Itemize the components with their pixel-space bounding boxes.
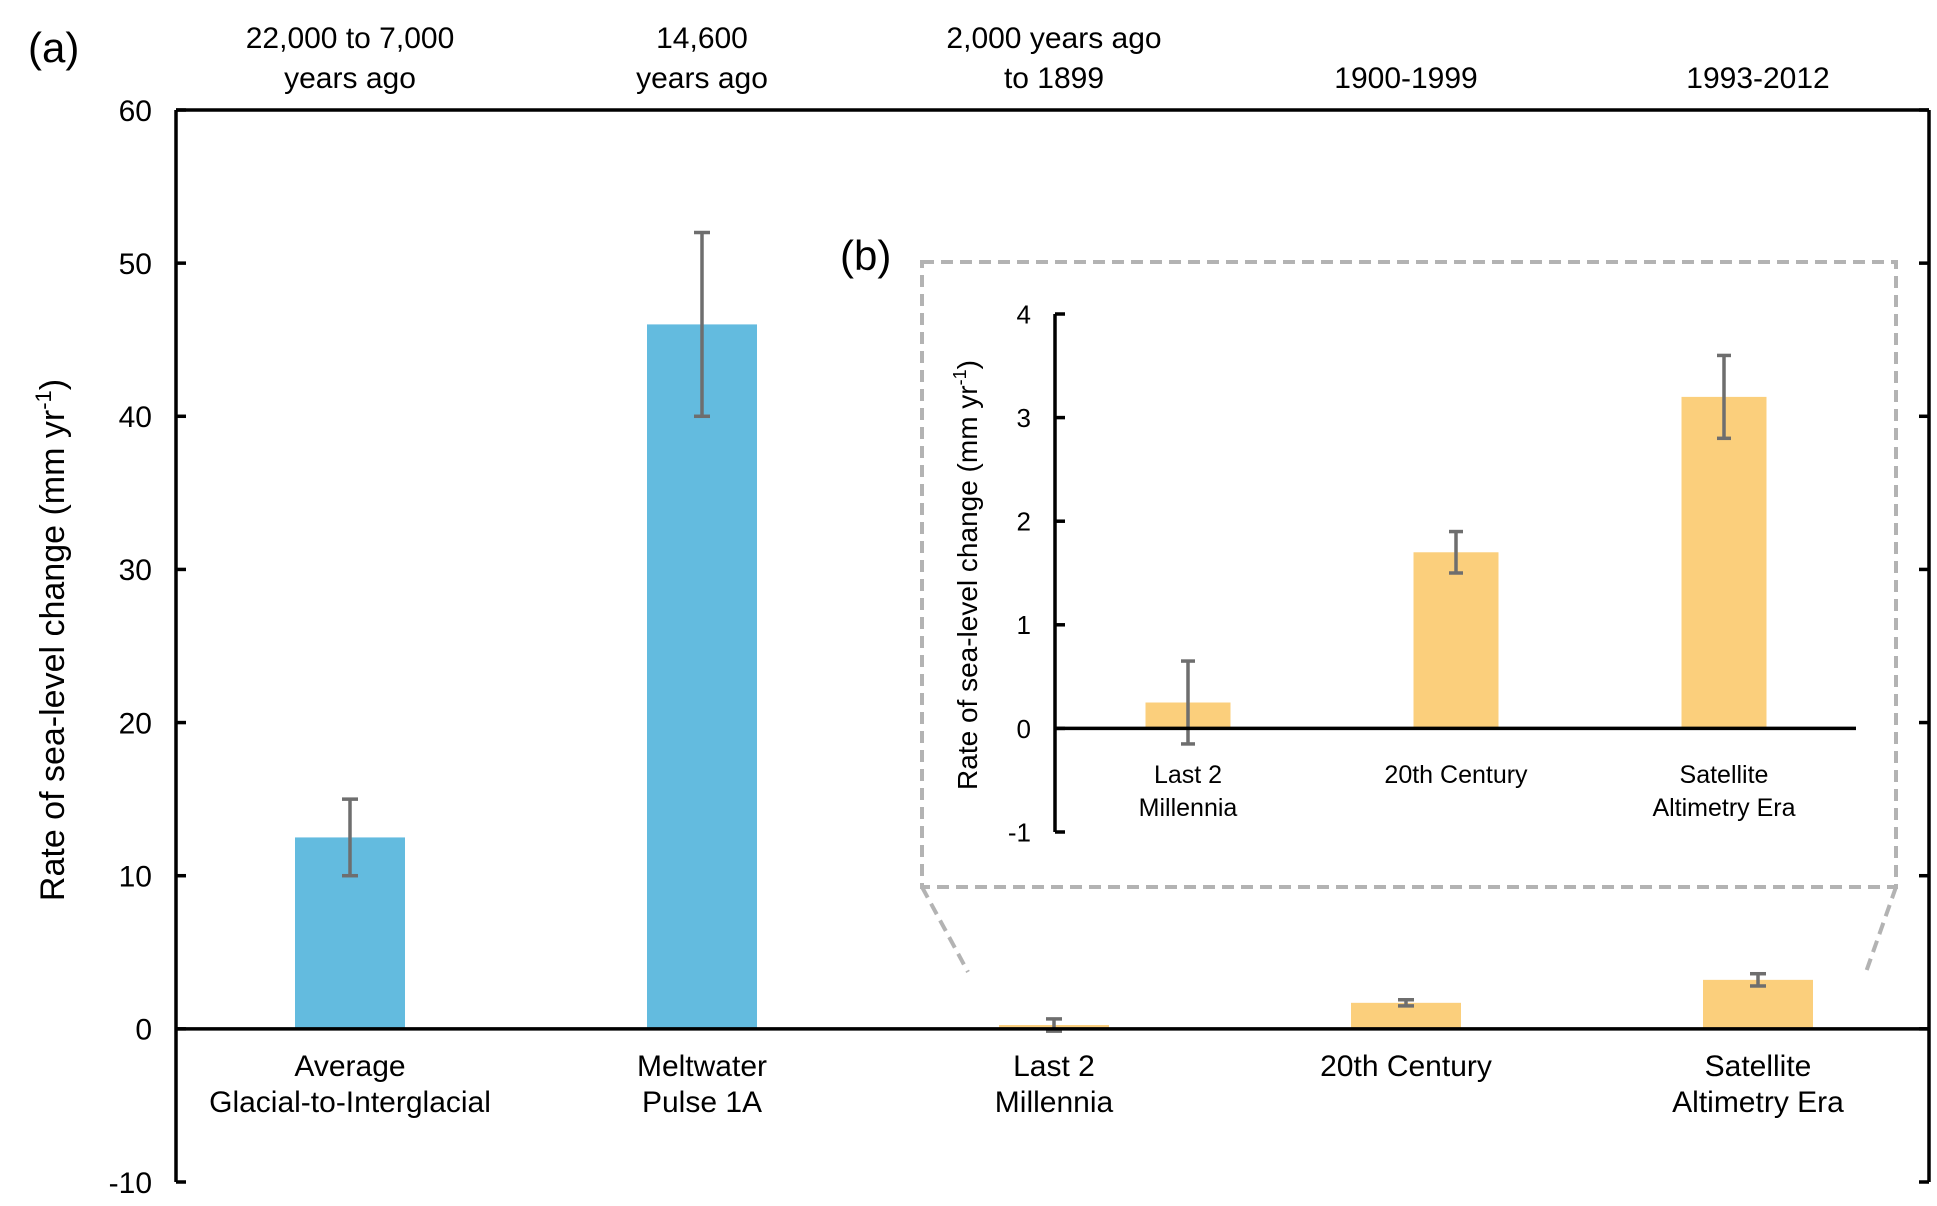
inset-dashed-border [920, 260, 1898, 889]
panel-b-category-label: Satellite Altimetry Era [1652, 761, 1795, 822]
panel-b-category-label-line: Millennia [1139, 794, 1238, 822]
panel-a-category-label: Satellite Altimetry Era [1672, 1050, 1844, 1119]
panel-a-period-label-line: to 1899 [1004, 62, 1104, 95]
panel-a-y-tick-label: 20 [119, 707, 152, 740]
panel-a-bar [647, 324, 757, 1029]
panel-a-category-label-line: Meltwater [637, 1050, 767, 1083]
inset-frame [920, 260, 1898, 973]
panel-a-category-label: 20th Century [1320, 1050, 1492, 1083]
panel-a-y-tick-label: 40 [119, 401, 152, 434]
panel-a-category-label-line: Altimetry Era [1672, 1086, 1844, 1119]
panel-a-y-tick-label: 60 [119, 95, 152, 128]
panel-a-period-label: 1993-2012 [1686, 62, 1829, 95]
panel-b-y-axis-label-superscript: -1 [950, 369, 970, 385]
panel-a-category-label: Average Glacial-to-Interglacial [209, 1050, 491, 1119]
panel-b-y-axis-label: Rate of sea-level change (mm yr-1) [950, 360, 983, 790]
panel-a-period-label-line: 1900-1999 [1334, 62, 1477, 95]
panel-a-period-label-line: 2,000 years ago [946, 22, 1161, 55]
panel-b-y-tick-label: 1 [1017, 610, 1031, 640]
panel-a-period-label-line: years ago [636, 62, 768, 95]
inset-connector-right [1864, 886, 1898, 973]
panel-b-y-tick-label: 4 [1017, 299, 1031, 329]
panel-b-category-label-line: Altimetry Era [1652, 794, 1795, 822]
panel-a-period-label-line: 14,600 [656, 22, 748, 55]
panel-b-y-axis-label-close: ) [952, 360, 983, 369]
panel-a-bars [295, 324, 1813, 1029]
panel-b-y-ticks: -1 0 1 2 3 4 [1008, 299, 1065, 847]
panel-b-y-axis-label-main: Rate of sea-level change (mm yr [952, 385, 983, 790]
panel-a-bar [1703, 979, 1813, 1029]
panel-a-category-label: Last 2 Millennia [995, 1050, 1114, 1119]
panel-a-category-label-line: Pulse 1A [642, 1086, 762, 1119]
panel-b-category-label: 20th Century [1384, 761, 1528, 789]
panel-a-y-axis-label-superscript: -1 [31, 390, 56, 410]
panel-a-period-label: 1900-1999 [1334, 62, 1477, 95]
panel-a-category-label-line: 20th Century [1320, 1050, 1492, 1083]
panel-a-period-label-line: 1993-2012 [1686, 62, 1829, 95]
panel-a-y-tick-label: 30 [119, 554, 152, 587]
panel-a-y-axis-label-main: Rate of sea-level change (mm yr [34, 410, 72, 901]
panel-a-error-bars [342, 230, 1766, 1033]
panel-a-category-labels: Average Glacial-to-Interglacial Meltwater P… [209, 1050, 1844, 1119]
panel-a-period-label: 14,600 years ago [636, 22, 768, 95]
panel-a-y-axis-label-close: ) [34, 379, 72, 390]
panel-b-error-bars [1181, 353, 1731, 746]
panel-a-category-label-line: Average [294, 1050, 405, 1083]
inset-connector-left [920, 886, 970, 973]
panel-a-y-tick-label: 50 [119, 248, 152, 281]
panel-b-y-tick-label: 3 [1017, 403, 1031, 433]
panel-b-category-labels: Last 2 Millennia 20th Century Satellite Alti… [1139, 761, 1796, 822]
panel-b-label: (b) [840, 232, 891, 279]
panel-a-y-axis-label: Rate of sea-level change (mm yr-1) [31, 379, 72, 901]
panel-a-y-tick-label: 0 [135, 1014, 152, 1047]
panel-b-bar [1413, 552, 1499, 729]
panel-a-period-label: 22,000 to 7,000 years ago [246, 22, 455, 95]
panel-a-category-label-line: Millennia [995, 1086, 1114, 1119]
panel-b-category-label-line: 20th Century [1384, 761, 1528, 789]
panel-a-period-label-line: 22,000 to 7,000 [246, 22, 455, 55]
panel-a-axes [174, 108, 1931, 1182]
panel-a-chart: (a) Rate of sea-level change (mm yr-1) -… [28, 22, 1931, 1200]
panel-b-bar [1681, 396, 1767, 729]
panel-b-y-tick-label: 2 [1017, 507, 1031, 537]
panel-a-category-label: Meltwater Pulse 1A [637, 1050, 767, 1119]
panel-a-y-tick-label: -10 [109, 1167, 152, 1200]
panel-a-category-label-line: Satellite [1705, 1050, 1812, 1083]
panel-b-category-label-line: Satellite [1680, 761, 1769, 789]
panel-b-y-tick-label: 0 [1017, 714, 1031, 744]
panel-a-period-label: 2,000 years ago to 1899 [946, 22, 1161, 95]
panel-b-chart: (b) Rate of sea-level change (mm yr-1) -… [840, 232, 1856, 847]
panel-a-category-label-line: Glacial-to-Interglacial [209, 1086, 491, 1119]
panel-b-axes [1053, 314, 1856, 832]
panel-a-label: (a) [28, 24, 79, 71]
panel-b-category-label: Last 2 Millennia [1139, 761, 1238, 822]
panel-b-category-label-line: Last 2 [1154, 761, 1222, 789]
panel-a-category-label-line: Last 2 [1013, 1050, 1095, 1083]
panel-b-y-tick-label: -1 [1008, 817, 1031, 847]
panel-a-y-tick-label: 10 [119, 861, 152, 894]
panel-a-period-label-line: years ago [284, 62, 416, 95]
